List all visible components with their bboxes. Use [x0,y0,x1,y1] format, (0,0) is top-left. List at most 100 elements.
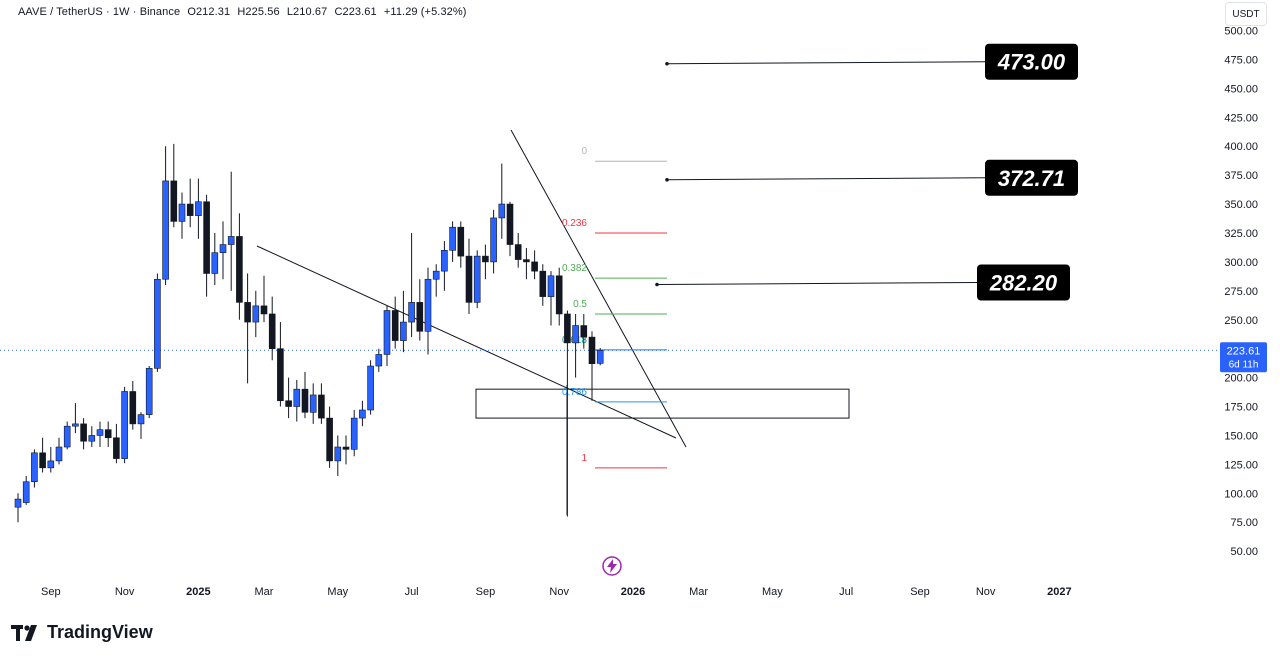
y-tick-label: 100.00 [1224,488,1258,500]
candle-body [547,275,555,297]
tradingview-logo-text: TradingView [47,622,153,642]
candle-body [301,388,309,413]
candle-body [162,180,169,280]
candle [113,423,120,464]
candle [457,221,465,268]
candle-body [318,394,325,419]
candle [350,409,358,457]
target-label-box [985,43,1078,80]
candle-body [72,423,79,427]
candle-body [580,325,588,338]
candle-body [391,310,399,341]
y-tick-label: 425.00 [1224,112,1258,124]
candle-body [22,481,30,503]
x-tick-label: Sep [476,586,496,598]
fib-level-label: 0.236 [562,218,587,229]
candle [564,310,571,517]
y-tick-label: 500.00 [1224,26,1258,38]
currency-unit-button[interactable]: USDT [1225,2,1267,26]
candle [572,313,579,378]
candle [260,275,268,323]
y-tick-label: 150.00 [1224,430,1258,442]
candle [449,221,456,262]
symbol-header[interactable]: AAVE / TetherUS · 1W · Binance O212.31 H… [18,6,471,18]
candle-body [539,270,547,297]
candle-body [96,429,104,436]
candle [432,264,440,297]
candle [121,386,128,464]
candle-body [449,226,456,251]
candle [301,371,309,419]
candle-body [104,429,112,439]
candle [80,418,87,450]
current-price-tag [1220,342,1267,373]
candle [236,213,243,320]
candle-body [236,236,243,303]
candle-body [342,446,350,450]
candle-body [113,437,120,459]
candle-body [457,226,465,257]
target-anchor-dot [655,282,659,287]
candle [88,426,96,448]
candle [326,406,333,468]
x-tick-label: Nov [976,586,996,598]
candle-body [514,244,522,260]
candle [588,331,596,401]
candle [22,475,30,505]
y-tick-label: 375.00 [1224,170,1258,182]
candle-body [31,452,38,483]
x-tick-label: Sep [41,586,61,598]
candle-body [227,236,235,245]
ohlc-high: H225.56 [237,6,280,18]
x-tick-label: May [762,586,783,598]
target-label-box [985,159,1078,196]
ohlc-change: +11.29 (+5.32%) [383,6,467,18]
candle-body [359,409,366,419]
time-axis[interactable]: Sep Nov 2025 Mar May Jul Sep Nov 2026 Mar May Jul Se… [41,586,1072,598]
candle-body [219,244,227,253]
candle [72,403,79,434]
candle [195,178,202,239]
candle [268,296,276,361]
candle [211,232,219,286]
target-line [666,177,986,181]
y-tick-label: 275.00 [1224,286,1258,298]
candle [63,421,71,450]
candle-body [309,394,317,413]
candle-body [88,435,96,442]
candle [580,313,588,349]
candle [186,178,194,228]
x-tick-label: Nov [549,586,569,598]
candle-body [473,255,481,303]
candle [359,400,366,427]
candle [178,192,186,239]
y-tick-label: 125.00 [1224,459,1258,471]
x-tick-label: 2026 [621,586,645,598]
y-tick-label: 400.00 [1224,141,1258,153]
candle [506,201,514,257]
price-axis[interactable]: 500.00 475.00 450.00 425.00 400.00 375.00 350.… [1220,26,1267,559]
bolt-icon [602,556,622,576]
candle [252,290,260,338]
candle [96,421,104,448]
candle-body [14,498,22,508]
target-label-text: 372.71 [998,166,1065,191]
candle [473,250,481,309]
x-tick-label: May [327,586,348,598]
x-tick-label: Jul [839,586,853,598]
candle-body [572,325,579,344]
candle-body [424,278,432,332]
candle [129,381,137,430]
candle [555,267,563,326]
x-tick-label: Sep [910,586,930,598]
candle-body [137,414,145,425]
candle [219,221,227,280]
tradingview-logo[interactable]: TradingView [11,622,153,643]
x-tick-label: Nov [115,586,135,598]
symbol-name[interactable]: AAVE / TetherUS · 1W · Binance [18,6,181,18]
y-tick-label: 300.00 [1224,257,1258,269]
fib-level-label: 0 [581,146,587,157]
candle [465,238,473,314]
y-tick-label: 175.00 [1224,402,1258,414]
